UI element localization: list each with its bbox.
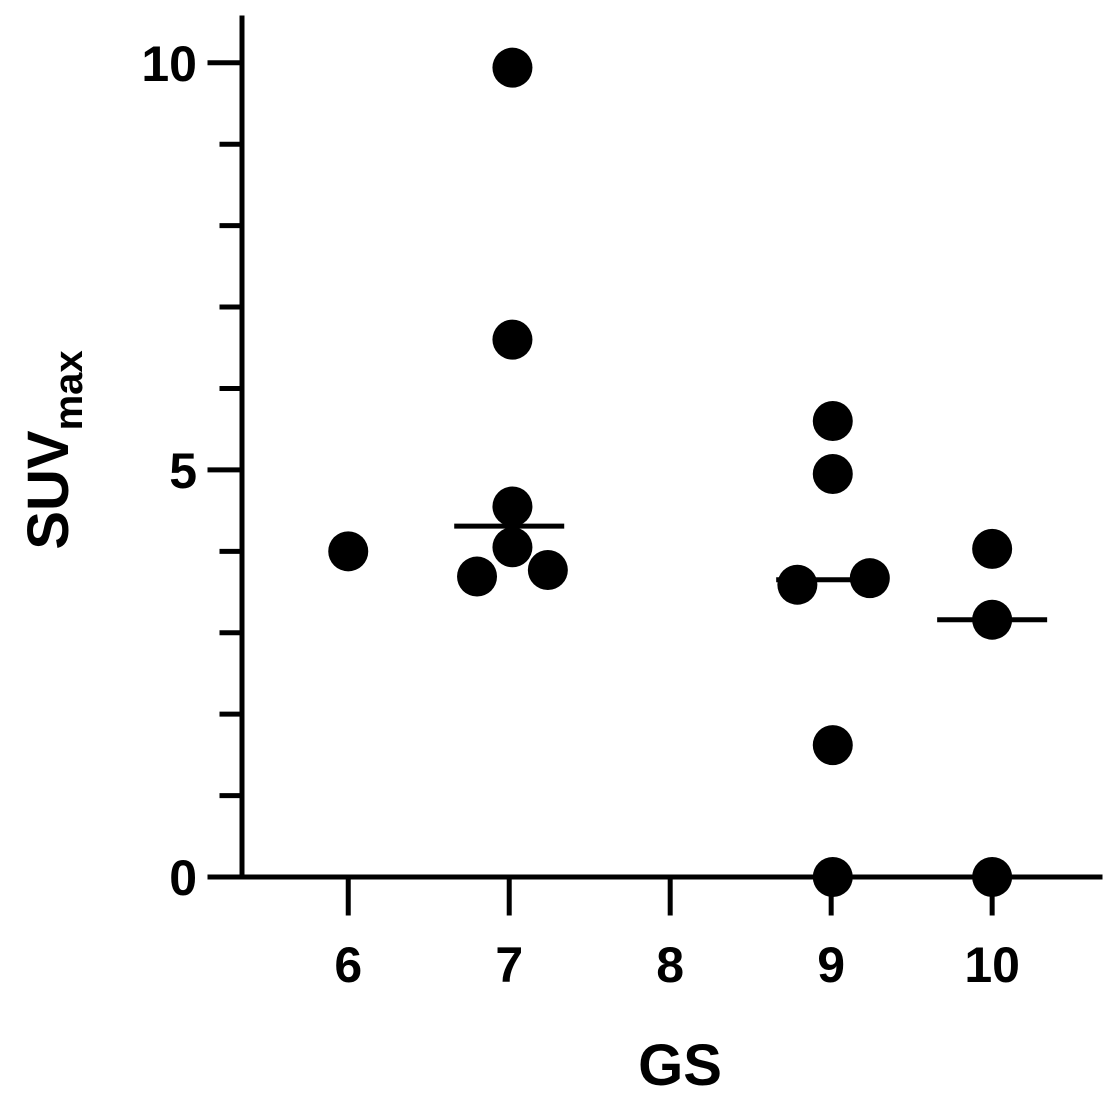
y-tick-label: 10 [141, 36, 197, 92]
y-tick-label: 0 [169, 850, 197, 906]
point [492, 47, 533, 88]
point [777, 564, 818, 605]
point [812, 725, 853, 766]
point [527, 550, 568, 591]
x-axis-label: GS [638, 1033, 722, 1098]
x-tick-label: 9 [817, 937, 845, 993]
y-tick-label: 5 [169, 443, 197, 499]
x-tick-label: 10 [964, 937, 1020, 993]
point [972, 857, 1013, 897]
point [457, 556, 498, 597]
point [972, 528, 1013, 569]
y-axis-label-main: SUV [16, 430, 81, 550]
point [492, 527, 533, 568]
point [492, 486, 533, 527]
point [812, 401, 853, 442]
y-axis-label: SUVmax [16, 350, 91, 549]
point [812, 857, 853, 897]
y-axis-label-sub: max [47, 350, 91, 430]
x-tick-label: 7 [495, 937, 523, 993]
point [492, 319, 533, 360]
x-tick-label: 8 [656, 937, 684, 993]
x-tick-label: 6 [334, 937, 362, 993]
point [328, 531, 369, 572]
point [812, 453, 853, 494]
